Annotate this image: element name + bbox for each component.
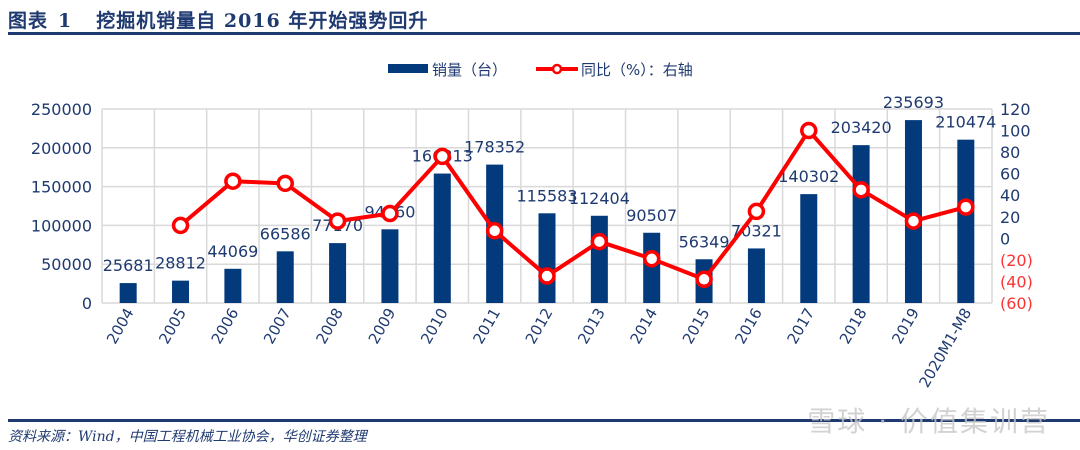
- bar: [957, 139, 975, 303]
- legend-bar-label: 销量（台）: [432, 61, 507, 79]
- left-tick-label: 200000: [31, 139, 92, 158]
- right-tick-label: (20): [1000, 251, 1033, 270]
- bar-data-label: 178352: [464, 138, 525, 157]
- category-label: 2012: [522, 305, 557, 347]
- right-tick-label: 80: [1000, 143, 1020, 162]
- yoy-point: [957, 198, 975, 216]
- title-rule: [8, 32, 1080, 35]
- bar: [800, 194, 818, 303]
- bar: [276, 251, 294, 303]
- yoy-point: [747, 202, 766, 221]
- left-tick-label: 150000: [31, 178, 92, 197]
- category-label: 2018: [836, 305, 871, 347]
- bar: [643, 232, 661, 303]
- category-label: 2017: [784, 305, 819, 347]
- category-label: 2010: [417, 305, 452, 347]
- bar: [538, 213, 556, 303]
- legend-line-label: 同比（%）：右轴: [581, 61, 693, 79]
- category-label: 2005: [155, 305, 190, 347]
- yoy-point: [538, 267, 556, 285]
- yoy-point: [171, 216, 190, 235]
- category-label: 2020M1-M8: [915, 305, 975, 391]
- yoy-point: [224, 172, 242, 190]
- bar-data-label: 28812: [155, 254, 206, 273]
- legend-bar-swatch: [388, 64, 428, 73]
- yoy-point: [695, 270, 713, 289]
- bar-data-label: 235693: [883, 93, 944, 112]
- yoy-line: [179, 128, 967, 282]
- bar: [590, 215, 608, 303]
- chart-title: 图表 1 挖掘机销量自 2016 年开始强势回升: [8, 6, 428, 33]
- left-tick-label: 100000: [31, 216, 92, 235]
- bar: [747, 248, 765, 303]
- right-tick-label: 60: [1000, 165, 1020, 184]
- category-label: 2007: [260, 305, 295, 347]
- bar: [381, 229, 399, 303]
- category-label: 2013: [574, 305, 609, 347]
- watermark: 雪球 · 价值集训营: [807, 405, 1050, 438]
- bar-data-label: 66586: [260, 224, 311, 243]
- footer-rule: [8, 419, 1080, 422]
- source-note: 资料来源：Wind，中国工程机械工业协会，华创证券整理: [8, 429, 367, 445]
- bar: [904, 120, 922, 303]
- yoy-point: [328, 212, 347, 230]
- bar-data-label: 44069: [207, 242, 258, 261]
- yoy-point: [800, 121, 818, 140]
- category-label: 2015: [679, 305, 714, 347]
- bar-data-label: 90507: [626, 206, 677, 225]
- right-tick-label: 40: [1000, 186, 1020, 205]
- bar: [433, 173, 451, 303]
- bar-data-label: 56349: [679, 232, 730, 251]
- yoy-point: [433, 147, 452, 166]
- bar: [329, 243, 347, 303]
- title-number: 1: [58, 10, 73, 32]
- right-tick-label: 120: [1000, 100, 1031, 119]
- bar: [119, 283, 137, 303]
- yoy-point: [485, 222, 504, 240]
- right-tick-label: 0: [1000, 229, 1010, 248]
- bar: [172, 280, 190, 303]
- bar-data-label: 203420: [831, 118, 892, 137]
- yoy-point: [904, 212, 923, 230]
- bar-data-label: 112404: [569, 189, 630, 208]
- category-label: 2008: [312, 305, 347, 347]
- category-label: 2011: [469, 305, 504, 347]
- category-label: 2019: [888, 305, 923, 347]
- bar-data-label: 115583: [516, 186, 577, 205]
- bar: [852, 145, 870, 303]
- left-tick-label: 50000: [41, 255, 92, 274]
- title-text: 挖掘机销量自 2016 年开始强势回升: [96, 10, 429, 32]
- left-tick-label: 250000: [31, 100, 92, 119]
- right-tick-label: (40): [1000, 272, 1033, 291]
- bar-data-label: 25681: [103, 256, 154, 275]
- left-tick-label: 0: [82, 294, 92, 313]
- right-tick-label: 100: [1000, 122, 1031, 141]
- category-label: 2009: [365, 305, 400, 347]
- yoy-point: [276, 174, 294, 193]
- category-label: 2014: [626, 305, 661, 347]
- yoy-point: [642, 250, 661, 268]
- chart: 0 50000 100000 150000 200000 250000 (60) (40) (2…: [31, 61, 1033, 391]
- yoy-point: [381, 204, 399, 223]
- category-label: 2004: [103, 305, 138, 347]
- category-label: 2006: [208, 305, 243, 347]
- bar-data-label: 140302: [778, 167, 839, 186]
- legend-line-marker: [551, 63, 563, 75]
- yoy-point: [852, 181, 870, 199]
- right-tick-label: (60): [1000, 294, 1033, 313]
- bar-data-label: 210474: [935, 113, 996, 132]
- bar: [224, 268, 242, 303]
- right-tick-label: 20: [1000, 208, 1020, 227]
- yoy-point: [590, 232, 609, 251]
- title-label: 图表: [8, 10, 49, 32]
- category-label: 2016: [731, 305, 766, 347]
